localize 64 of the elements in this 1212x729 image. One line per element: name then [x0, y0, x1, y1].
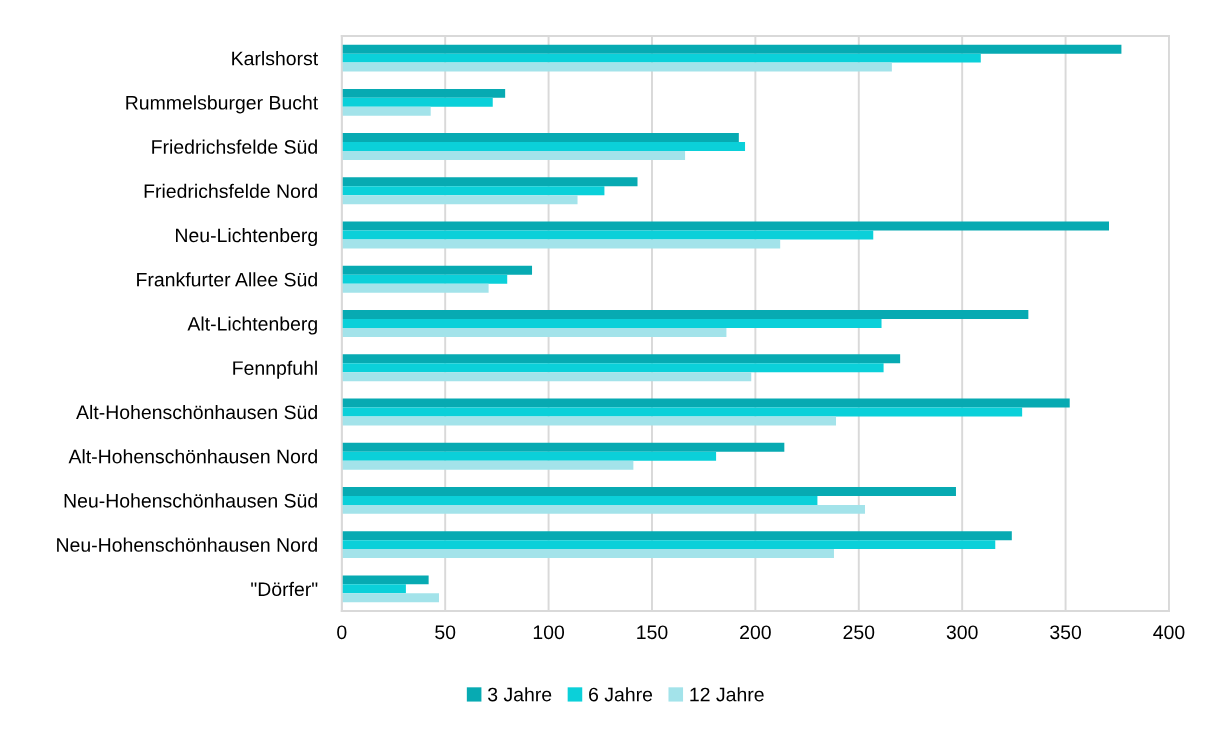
y-tick-label: Friedrichsfelde Nord [144, 183, 317, 199]
bar [341, 44, 1122, 54]
bar [341, 575, 429, 585]
bar [341, 274, 508, 284]
y-tick-label: Friedrichsfelde Süd [152, 139, 317, 154]
bar [341, 221, 1109, 231]
bar [341, 230, 874, 240]
bar [341, 97, 493, 107]
y-tick-label: Alt-Lichtenberg [187, 316, 317, 335]
y-tick-label: Frankfurter Allee Süd [137, 272, 317, 287]
legend-label: 3 Jahre [487, 687, 552, 702]
legend-label: 6 Jahre [589, 687, 653, 702]
y-tick-label: Neu-Lichtenberg [176, 227, 317, 247]
bar [341, 407, 1023, 417]
legend-label: 12 Jahre [690, 687, 764, 702]
bar [341, 495, 818, 505]
bar [341, 531, 1012, 541]
bar [341, 133, 739, 143]
bar [341, 549, 834, 559]
y-tick-label: Neu-Hohenschönhausen Nord [57, 537, 317, 552]
bar [341, 504, 865, 514]
bar [341, 142, 746, 152]
bar [341, 53, 981, 63]
x-tick-label: 400 [1153, 625, 1185, 640]
bar [341, 283, 489, 293]
bar [341, 327, 727, 337]
y-tick-label: Fennpfuhl [233, 360, 317, 379]
y-tick-label: Neu-Hohenschönhausen Süd [64, 493, 317, 508]
bar [341, 451, 717, 461]
bar [341, 540, 996, 550]
bar [341, 363, 884, 373]
bar [341, 319, 882, 328]
x-tick-label: 250 [843, 625, 875, 640]
bar [341, 372, 752, 382]
bar [341, 239, 781, 249]
x-tick-label: 300 [946, 625, 978, 640]
bar [341, 106, 431, 116]
bar [341, 486, 956, 496]
x-tick-label: 350 [1050, 625, 1082, 640]
bar [341, 310, 1029, 319]
bar [341, 442, 785, 452]
bar [341, 593, 439, 603]
bar [341, 62, 892, 72]
bar [341, 354, 901, 364]
bar [341, 151, 686, 161]
bar [341, 195, 578, 205]
bar [341, 416, 837, 426]
bar [341, 186, 605, 196]
x-tick-label: 0 [337, 625, 347, 640]
y-tick-label: "Dörfer" [251, 581, 318, 597]
bar [341, 398, 1070, 408]
x-tick-label: 100 [533, 625, 565, 640]
x-tick-label: 200 [740, 625, 771, 640]
bar [341, 88, 506, 98]
bar [341, 265, 533, 275]
bar [341, 584, 406, 594]
y-tick-label: Karlshorst [232, 51, 319, 66]
x-tick-label: 150 [637, 625, 668, 640]
bar [341, 460, 634, 470]
bar [341, 177, 638, 187]
x-tick-label: 50 [435, 625, 456, 640]
y-tick-label: Rummelsburger Bucht [126, 95, 319, 114]
y-tick-label: Alt-Hohenschönhausen Nord [68, 449, 317, 464]
y-tick-label: Alt-Hohenschönhausen Süd [76, 404, 317, 420]
